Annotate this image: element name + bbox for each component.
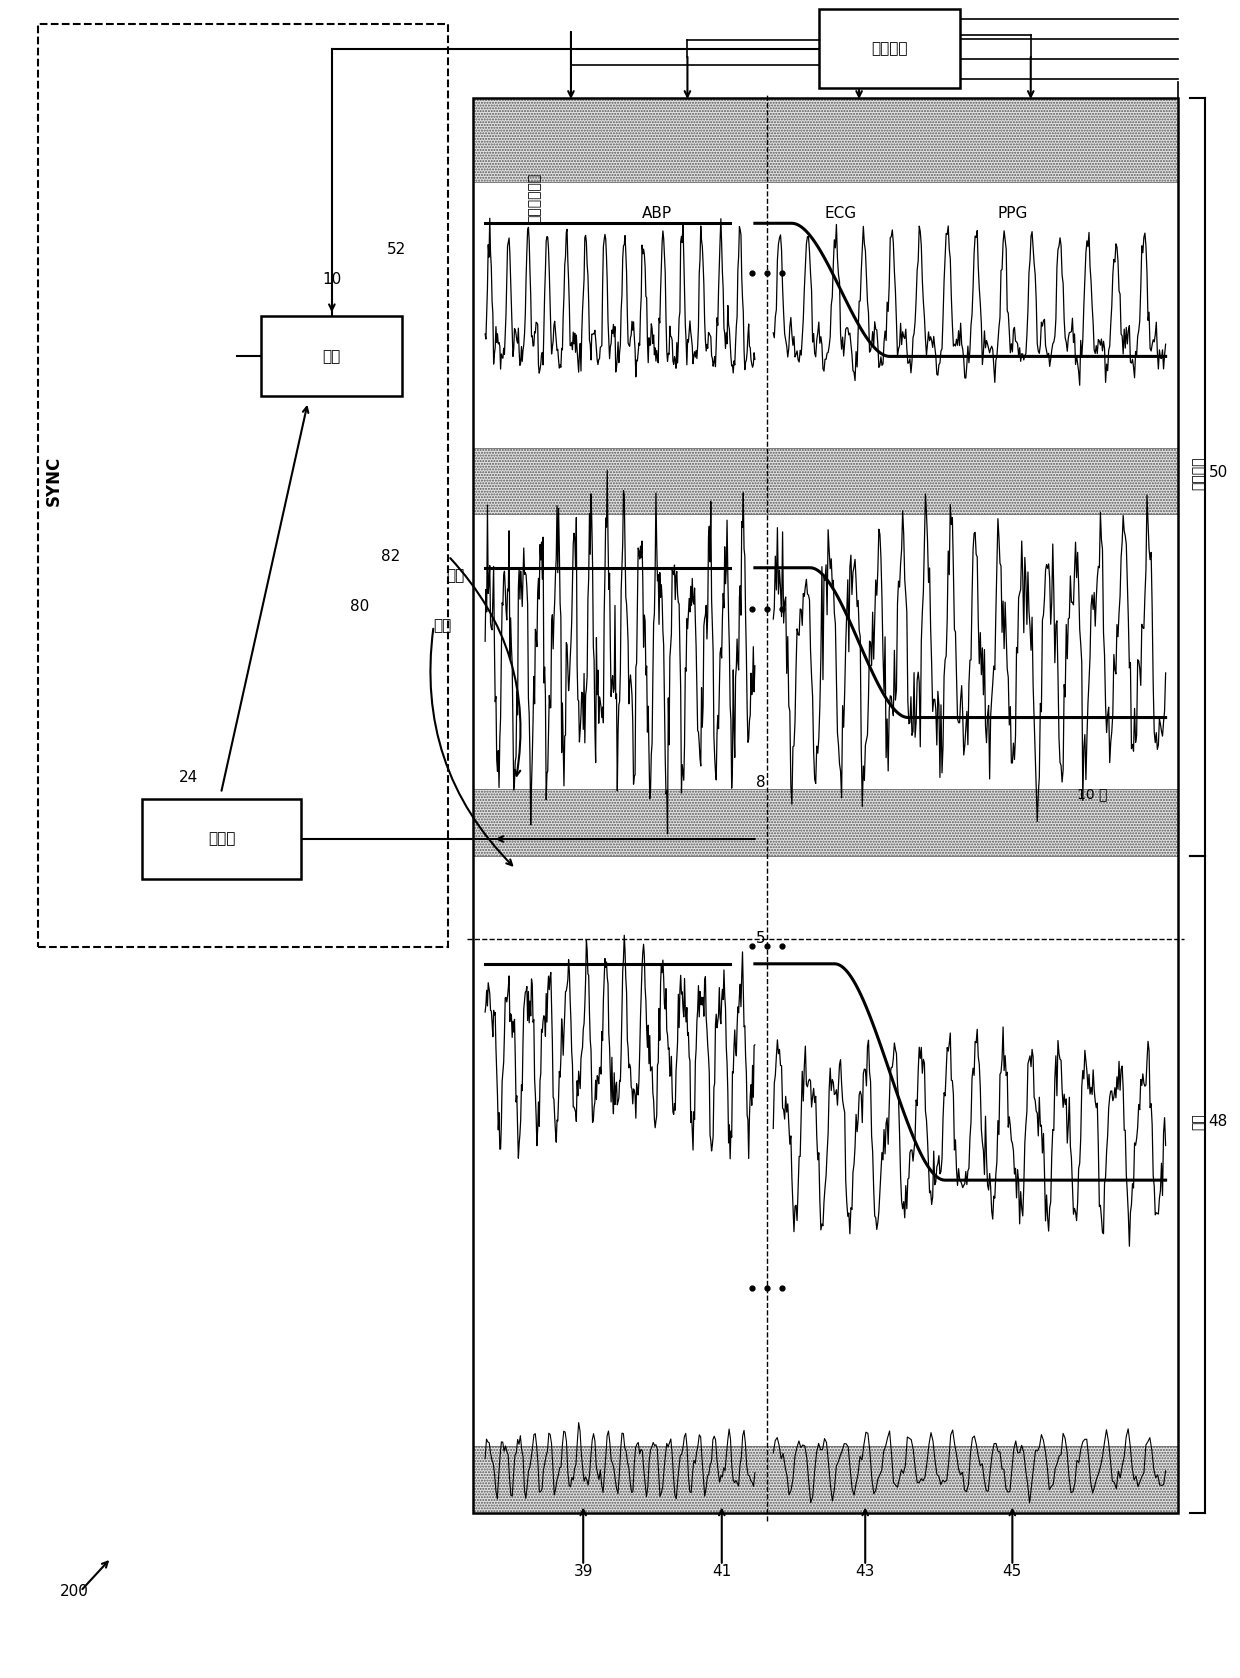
Bar: [472, 448, 1178, 515]
Text: 45: 45: [1003, 1564, 1022, 1579]
Bar: [472, 448, 1178, 515]
Text: 输液泵: 输液泵: [208, 832, 236, 846]
Text: SYNC: SYNC: [45, 456, 62, 507]
Text: PPG: PPG: [997, 206, 1028, 221]
Text: 10 秒: 10 秒: [1076, 787, 1107, 800]
Text: ABP: ABP: [642, 206, 672, 221]
Text: 5: 5: [756, 931, 766, 946]
Text: 10: 10: [322, 272, 341, 287]
Text: 41: 41: [712, 1564, 732, 1579]
Text: ECG: ECG: [825, 206, 857, 221]
Text: 呆气: 呆气: [446, 569, 464, 584]
Bar: [472, 1446, 1178, 1514]
Text: 呼气: 呼气: [434, 619, 451, 634]
Bar: [820, 8, 960, 89]
Text: 80: 80: [351, 599, 370, 614]
Text: 二氧化碌分析: 二氧化碌分析: [527, 173, 541, 223]
Bar: [472, 99, 1178, 181]
Text: 基线: 基线: [1192, 1114, 1205, 1131]
Bar: [37, 23, 449, 946]
Text: 39: 39: [573, 1564, 593, 1579]
Bar: [472, 99, 1178, 181]
Text: 患者: 患者: [322, 349, 341, 364]
Text: 48: 48: [1209, 1114, 1228, 1129]
Text: 200: 200: [60, 1584, 89, 1599]
Text: 8: 8: [756, 775, 766, 790]
Bar: [472, 789, 1178, 856]
Text: 生理信号: 生理信号: [872, 40, 908, 55]
Text: 82: 82: [381, 549, 401, 564]
Text: 50: 50: [1209, 465, 1228, 480]
Bar: [472, 1446, 1178, 1514]
Text: 52: 52: [387, 242, 407, 257]
Bar: [141, 799, 301, 879]
Text: 43: 43: [856, 1564, 875, 1579]
Bar: [472, 789, 1178, 856]
Text: 24: 24: [179, 770, 198, 785]
Text: 溶液冲击: 溶液冲击: [1192, 456, 1205, 490]
Bar: [262, 317, 402, 396]
Bar: [472, 99, 1178, 1514]
